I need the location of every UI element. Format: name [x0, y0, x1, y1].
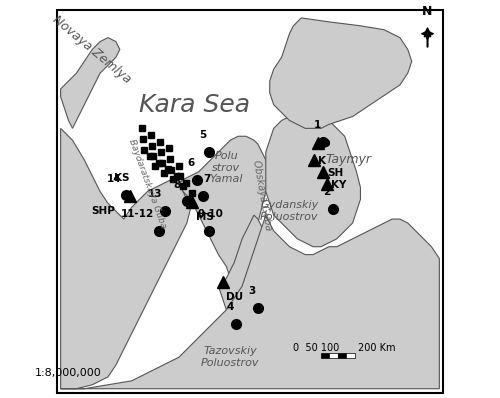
Text: 2: 2 — [324, 187, 330, 197]
Bar — [330, 353, 338, 358]
Text: SHP: SHP — [91, 206, 114, 216]
Bar — [346, 353, 354, 358]
Polygon shape — [179, 136, 270, 310]
Bar — [321, 353, 330, 358]
Text: K: K — [318, 156, 326, 166]
Text: 13: 13 — [148, 189, 162, 199]
Text: 5: 5 — [199, 130, 206, 140]
Bar — [338, 353, 346, 358]
Text: SH: SH — [327, 168, 343, 178]
Text: 1:8,000,000: 1:8,000,000 — [35, 368, 102, 378]
Text: 0  50 100      200 Km: 0 50 100 200 Km — [294, 343, 396, 353]
Text: Kara Sea: Kara Sea — [139, 93, 250, 117]
Polygon shape — [218, 215, 286, 334]
Text: 4: 4 — [226, 302, 234, 312]
Polygon shape — [266, 113, 360, 247]
Text: Obskaya Guba: Obskaya Guba — [250, 160, 273, 232]
Text: 7: 7 — [203, 174, 210, 184]
Text: D: D — [322, 139, 330, 149]
Text: Gydanskiy
Poluostrov: Gydanskiy Poluostrov — [260, 201, 318, 222]
Polygon shape — [60, 129, 191, 389]
Text: Polu
strov
Yamal: Polu strov Yamal — [210, 151, 243, 184]
Text: 8: 8 — [174, 179, 180, 189]
Text: 6: 6 — [187, 158, 194, 168]
Text: KS: KS — [114, 173, 130, 183]
Text: Novaya Zemlya: Novaya Zemlya — [50, 13, 134, 86]
Text: KY: KY — [331, 179, 346, 189]
Text: Taymyr: Taymyr — [326, 153, 372, 166]
Text: DU: DU — [226, 292, 244, 302]
Text: N: N — [422, 5, 432, 18]
Text: 1: 1 — [314, 120, 320, 130]
Text: 9-10: 9-10 — [198, 209, 224, 219]
Polygon shape — [270, 18, 412, 129]
Text: 3: 3 — [248, 286, 256, 296]
Polygon shape — [60, 215, 440, 389]
Text: 14: 14 — [106, 174, 121, 183]
Text: MS: MS — [196, 212, 214, 222]
Polygon shape — [60, 38, 120, 129]
Text: Baydaratskaya Guba: Baydaratskaya Guba — [127, 138, 168, 229]
Text: Tazovskiy
Poluostrov: Tazovskiy Poluostrov — [201, 346, 260, 368]
Text: 11-12: 11-12 — [121, 209, 154, 219]
